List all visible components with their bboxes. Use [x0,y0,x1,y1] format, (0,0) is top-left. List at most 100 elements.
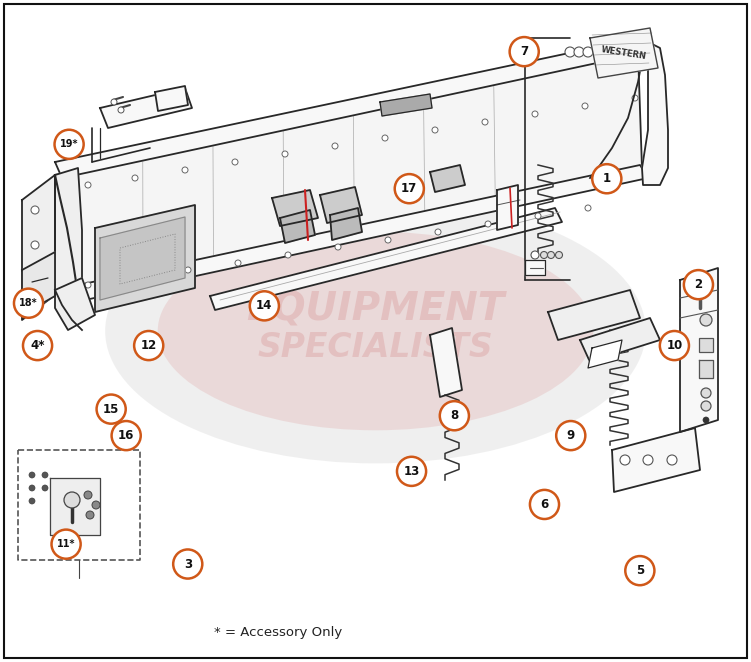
Polygon shape [430,328,462,397]
Polygon shape [548,290,640,340]
Polygon shape [580,318,660,362]
Text: 3: 3 [184,557,192,571]
Text: 9: 9 [567,429,575,442]
Circle shape [531,251,539,259]
Text: 14: 14 [256,299,273,312]
Circle shape [92,501,100,509]
Polygon shape [155,86,188,111]
Polygon shape [22,175,55,320]
Circle shape [667,455,677,465]
Circle shape [29,472,35,478]
Circle shape [482,119,488,125]
Circle shape [565,47,575,57]
Bar [699,338,713,352]
Circle shape [643,455,653,465]
Circle shape [593,164,621,193]
Circle shape [620,455,630,465]
Text: EQUIPMENT: EQUIPMENT [246,291,505,329]
Circle shape [684,270,713,299]
Circle shape [660,331,689,360]
Circle shape [285,252,291,258]
Circle shape [86,511,94,519]
Circle shape [382,135,388,141]
Polygon shape [497,185,518,230]
Text: 19*: 19* [60,139,78,150]
Polygon shape [330,208,362,240]
Circle shape [185,267,191,273]
Circle shape [332,143,338,149]
Text: 4*: 4* [30,339,45,352]
Text: 10: 10 [666,339,683,352]
Circle shape [31,241,39,249]
Polygon shape [55,278,95,330]
Polygon shape [272,190,318,226]
Polygon shape [50,478,100,535]
Text: 11*: 11* [57,539,75,549]
Circle shape [574,47,584,57]
Circle shape [85,282,91,288]
Polygon shape [612,428,700,492]
Text: 5: 5 [636,564,644,577]
Polygon shape [280,210,315,243]
Text: 7: 7 [520,45,528,58]
Circle shape [510,37,538,66]
Circle shape [42,472,48,478]
Circle shape [173,549,202,579]
Circle shape [31,274,39,282]
Circle shape [14,289,43,318]
Text: WESTERN: WESTERN [601,45,647,61]
Text: * = Accessory Only: * = Accessory Only [214,626,342,639]
Circle shape [182,167,188,173]
Text: 8: 8 [451,409,458,422]
Circle shape [111,99,117,105]
Text: 6: 6 [541,498,548,511]
Circle shape [582,103,588,109]
Polygon shape [55,38,648,178]
Circle shape [232,159,238,165]
Polygon shape [680,268,718,432]
Text: 1: 1 [603,172,611,185]
Text: SPECIALISTS: SPECIALISTS [258,331,493,364]
Circle shape [282,151,288,157]
Polygon shape [100,88,192,128]
Text: 18*: 18* [20,298,38,308]
Circle shape [701,401,711,411]
Polygon shape [210,208,562,310]
Text: 16: 16 [118,429,134,442]
Circle shape [385,237,391,243]
Circle shape [250,291,279,320]
Polygon shape [525,260,545,275]
Polygon shape [430,165,465,192]
Circle shape [556,421,585,450]
Circle shape [134,331,163,360]
Circle shape [395,174,424,203]
Text: 17: 17 [401,182,418,195]
Circle shape [84,491,92,499]
Circle shape [135,275,141,281]
Text: 12: 12 [140,339,157,352]
Ellipse shape [105,199,646,463]
Polygon shape [640,38,668,185]
Circle shape [532,111,538,117]
Circle shape [52,530,80,559]
Text: 13: 13 [403,465,420,478]
Polygon shape [55,168,82,295]
Polygon shape [699,360,713,378]
Circle shape [632,95,638,101]
Circle shape [132,175,138,181]
Polygon shape [380,94,432,116]
Circle shape [29,485,35,491]
Circle shape [700,314,712,326]
Circle shape [23,331,52,360]
Ellipse shape [158,232,593,430]
Circle shape [547,252,554,258]
Circle shape [626,556,654,585]
Circle shape [556,252,562,258]
Polygon shape [22,252,55,315]
Circle shape [703,417,709,423]
Circle shape [64,492,80,508]
Polygon shape [95,205,195,312]
Circle shape [583,47,593,57]
Circle shape [535,213,541,219]
Circle shape [440,401,469,430]
